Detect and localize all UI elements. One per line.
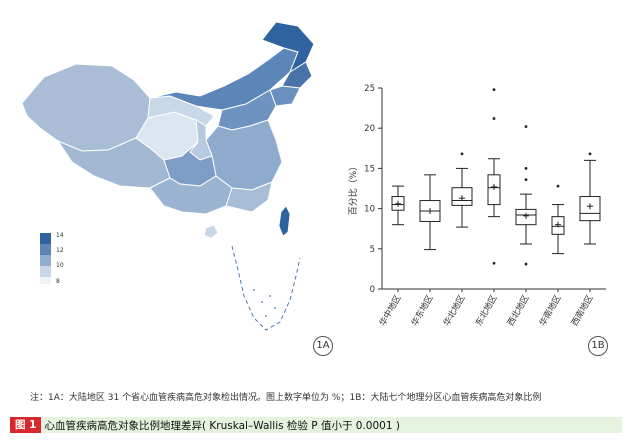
x-tick-label: 华东地区 xyxy=(409,293,436,328)
y-tick-label: 0 xyxy=(370,285,375,295)
y-tick-label: 10 xyxy=(364,205,375,215)
outlier-point xyxy=(524,262,528,266)
x-tick-label: 华南地区 xyxy=(537,293,564,328)
y-tick-label: 20 xyxy=(364,124,375,134)
legend-tick: 14 xyxy=(56,232,64,239)
outlier-point xyxy=(524,125,528,128)
outlier-point xyxy=(524,178,528,182)
figure-note: 注：1A：大陆地区 31 个省心血管疾病高危对象检出情况。图上数字单位为 %；1… xyxy=(30,393,542,403)
figure-tag: 图 1 xyxy=(10,417,42,433)
caption-text: 心血管疾病高危对象比例地理差异( Kruskal–Wallis 检验 P 值小于… xyxy=(44,419,400,432)
y-tick-label: 15 xyxy=(364,164,375,174)
legend-tick: 8 xyxy=(56,278,60,285)
legend-tick: 10 xyxy=(56,262,64,269)
panel-label-a: 1A xyxy=(313,336,333,356)
x-tick-label: 西南地区 xyxy=(569,293,596,328)
panel-label-b: 1B xyxy=(588,336,608,356)
outlier-point xyxy=(492,261,496,265)
y-axis-label: 百分比（%） xyxy=(347,162,359,216)
figure-caption: 图 1 心血管疾病高危对象比例地理差异( Kruskal–Wallis 检验 P… xyxy=(10,417,622,433)
outlier-point xyxy=(492,88,496,92)
map-color-legend: 14 12 10 8 xyxy=(40,232,64,285)
china-map xyxy=(21,21,315,331)
outlier-point xyxy=(588,152,592,156)
outlier-point xyxy=(460,152,464,156)
x-tick-label: 东北地区 xyxy=(473,293,500,328)
x-tick-label: 华北地区 xyxy=(441,293,468,328)
outlier-point xyxy=(492,117,496,120)
legend-tick: 12 xyxy=(56,247,64,254)
y-tick-label: 25 xyxy=(364,84,375,94)
outlier-point xyxy=(524,167,528,170)
x-tick-label: 西北地区 xyxy=(505,293,532,328)
outlier-point xyxy=(556,184,560,188)
x-tick-label: 华中地区 xyxy=(377,293,404,328)
box-plot-area: 0 5 10 15 20 25 百分比（%） 华中地区 华东地区 华北地区 东北地区 西北地区 华南地区… xyxy=(347,84,606,328)
y-tick-label: 5 xyxy=(370,245,375,255)
